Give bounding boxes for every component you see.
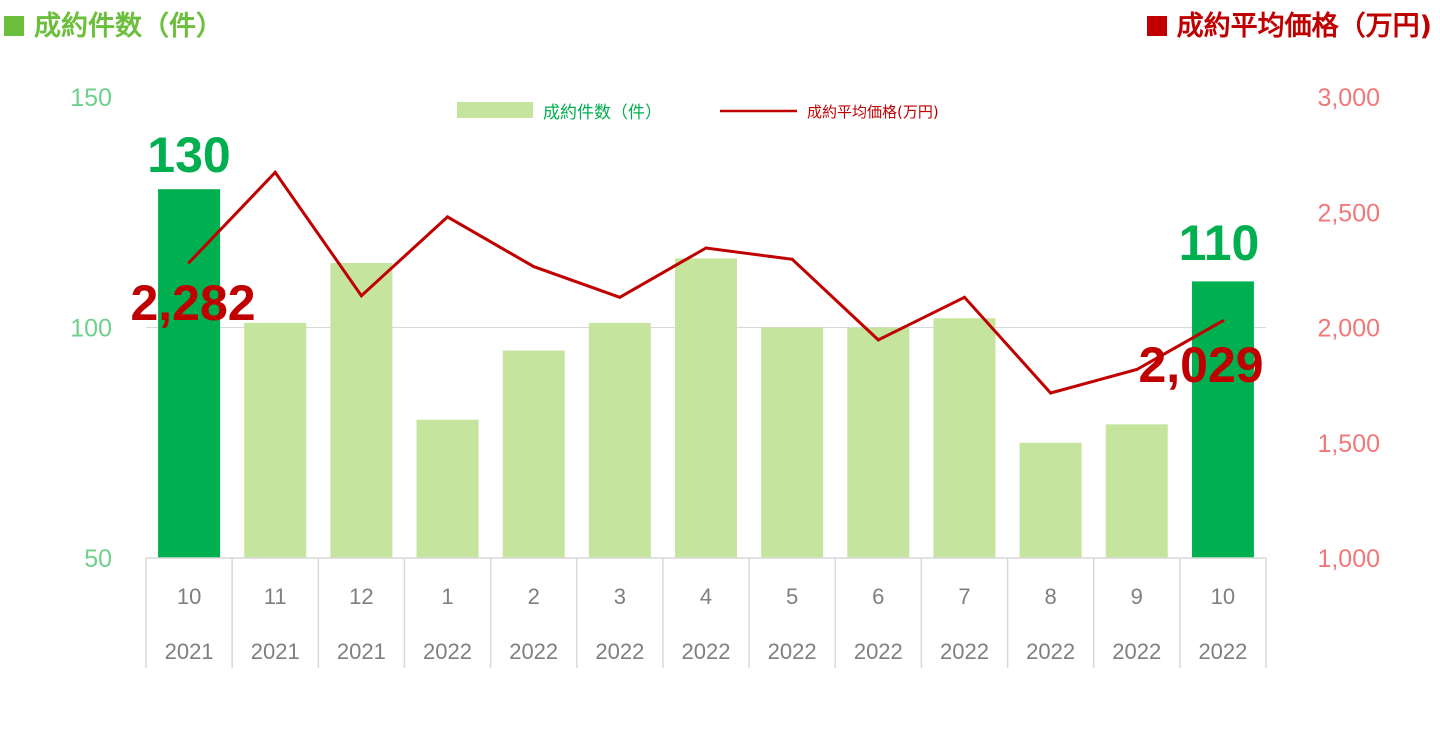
right-axis-title-text: 成約平均価格（万円) xyxy=(1176,11,1432,42)
red-square-icon xyxy=(1146,16,1167,36)
category-month-label-6: 4 xyxy=(700,584,712,609)
bar-6 xyxy=(675,258,737,558)
price-point-2 xyxy=(359,294,363,298)
price-point-9 xyxy=(962,295,966,299)
category-year-label-12: 2022 xyxy=(1198,639,1247,664)
category-month-label-0: 10 xyxy=(177,584,201,609)
right-axis-tick-2: 2,000 xyxy=(1317,315,1380,343)
category-year-label-1: 2021 xyxy=(251,639,300,664)
price-point-12 xyxy=(1221,319,1225,323)
category-month-label-5: 3 xyxy=(614,584,626,609)
data-labels: 130 110 2,282 2,029 xyxy=(130,127,1263,393)
category-month-label-12: 10 xyxy=(1211,584,1235,609)
bar-series xyxy=(158,189,1254,558)
right-axis-tick-4: 1,000 xyxy=(1317,545,1380,573)
left-axis-tick-1: 100 xyxy=(70,315,112,343)
bar-5 xyxy=(588,322,651,558)
bar-9 xyxy=(933,318,996,558)
left-axis-tick-0: 150 xyxy=(70,84,112,112)
category-year-label-2: 2021 xyxy=(337,639,386,664)
data-label-count-last: 110 xyxy=(1179,215,1260,271)
category-month-label-9: 7 xyxy=(958,584,970,609)
category-month-label-10: 8 xyxy=(1044,584,1056,609)
green-square-icon xyxy=(4,16,24,36)
category-year-label-5: 2022 xyxy=(595,639,644,664)
price-point-8 xyxy=(876,338,880,342)
bar-12 xyxy=(1191,281,1254,558)
category-year-label-6: 2022 xyxy=(682,639,731,664)
data-label-price-first: 2,282 xyxy=(130,275,255,331)
category-month-label-4: 2 xyxy=(528,584,540,609)
price-point-3 xyxy=(446,215,450,219)
bar-10 xyxy=(1019,442,1082,558)
category-month-label-3: 1 xyxy=(441,584,453,609)
bar-3 xyxy=(416,419,479,558)
category-year-label-7: 2022 xyxy=(768,639,817,664)
category-month-label-11: 9 xyxy=(1131,584,1143,609)
right-axis-tick-0: 3,000 xyxy=(1317,84,1380,112)
price-point-7 xyxy=(790,257,794,261)
price-point-0 xyxy=(187,260,191,264)
price-point-1 xyxy=(273,170,277,174)
category-month-label-8: 6 xyxy=(872,584,884,609)
price-point-5 xyxy=(618,295,622,299)
bar-2 xyxy=(330,262,393,558)
bar-1 xyxy=(244,322,307,558)
category-month-label-7: 5 xyxy=(786,584,798,609)
right-axis-tick-3: 1,500 xyxy=(1317,430,1380,458)
price-point-4 xyxy=(532,265,536,269)
left-axis-tick-2: 50 xyxy=(84,545,112,573)
bar-11 xyxy=(1105,424,1168,558)
right-axis-tick-1: 2,500 xyxy=(1317,199,1380,227)
category-year-label-11: 2022 xyxy=(1112,639,1161,664)
category-year-label-4: 2022 xyxy=(509,639,558,664)
data-label-count-first: 130 xyxy=(147,127,230,183)
category-month-label-2: 12 xyxy=(349,584,373,609)
bar-0 xyxy=(158,189,221,558)
category-year-label-10: 2022 xyxy=(1026,639,1075,664)
category-year-label-8: 2022 xyxy=(854,639,903,664)
right-axis-title: 成約平均価格（万円) xyxy=(1146,4,1432,43)
value-axes: 150 100 50 3,000 2,500 2,000 1,500 1,000 xyxy=(70,84,1380,573)
category-month-label-1: 11 xyxy=(264,584,287,609)
left-axis-title: 成約件数（件） xyxy=(4,4,223,43)
data-label-price-last: 2,029 xyxy=(1138,337,1263,393)
price-point-6 xyxy=(704,246,708,250)
line-series xyxy=(187,170,1225,395)
bar-8 xyxy=(847,327,910,558)
bar-4 xyxy=(502,350,565,558)
legend-label-bar: 成約件数（件） xyxy=(543,103,662,123)
category-axis: 10 2021 11 2021 12 2021 1 2022 2 2022 3 2022 4 2022 5 2… xyxy=(145,557,1267,668)
left-axis-title-text: 成約件数（件） xyxy=(34,11,223,42)
legend-swatch-bar xyxy=(457,102,533,118)
category-year-label-3: 2022 xyxy=(423,639,472,664)
bar-7 xyxy=(761,327,824,558)
category-year-label-9: 2022 xyxy=(940,639,989,664)
legend: 成約件数（件） 成約平均価格(万円) xyxy=(457,102,939,123)
legend-label-line: 成約平均価格(万円) xyxy=(807,103,939,121)
price-point-11 xyxy=(1135,367,1139,371)
category-year-label-0: 2021 xyxy=(165,639,214,664)
price-point-10 xyxy=(1049,391,1053,395)
